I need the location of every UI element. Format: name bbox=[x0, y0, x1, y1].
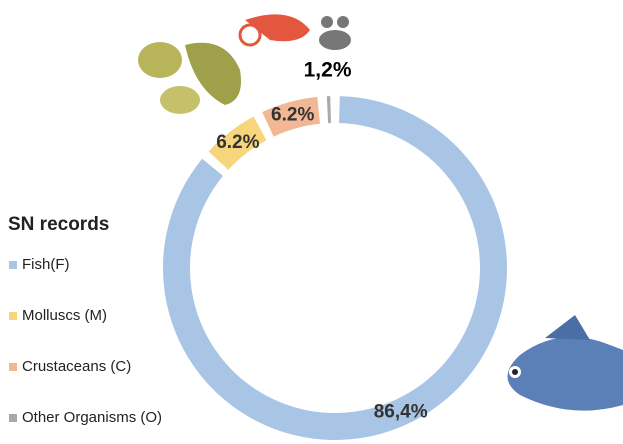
shrimp-icon bbox=[240, 14, 310, 45]
legend-swatch bbox=[9, 312, 17, 320]
mollusc-icons bbox=[138, 42, 241, 114]
legend-label: Fish(F) bbox=[22, 256, 70, 273]
legend-swatch bbox=[9, 363, 17, 371]
frog-icon bbox=[319, 16, 351, 50]
data-label: 1,2% bbox=[304, 59, 352, 82]
legend-label: Crustaceans (C) bbox=[22, 358, 131, 375]
fish-icon bbox=[508, 315, 623, 411]
data-label: 6.2% bbox=[271, 104, 314, 125]
chart: SN records 86,4% 6.2% 6.2% 1,2% Fish(F) Mollu… bbox=[0, 0, 623, 444]
data-label: 86,4% bbox=[374, 401, 428, 422]
legend-swatch bbox=[9, 261, 17, 269]
data-label: 6.2% bbox=[216, 132, 259, 153]
donut-segment bbox=[327, 96, 331, 123]
legend-title: SN records bbox=[8, 214, 109, 235]
legend-label: Other Organisms (O) bbox=[22, 409, 162, 426]
legend-label: Molluscs (M) bbox=[22, 307, 107, 324]
legend-swatch bbox=[9, 414, 17, 422]
